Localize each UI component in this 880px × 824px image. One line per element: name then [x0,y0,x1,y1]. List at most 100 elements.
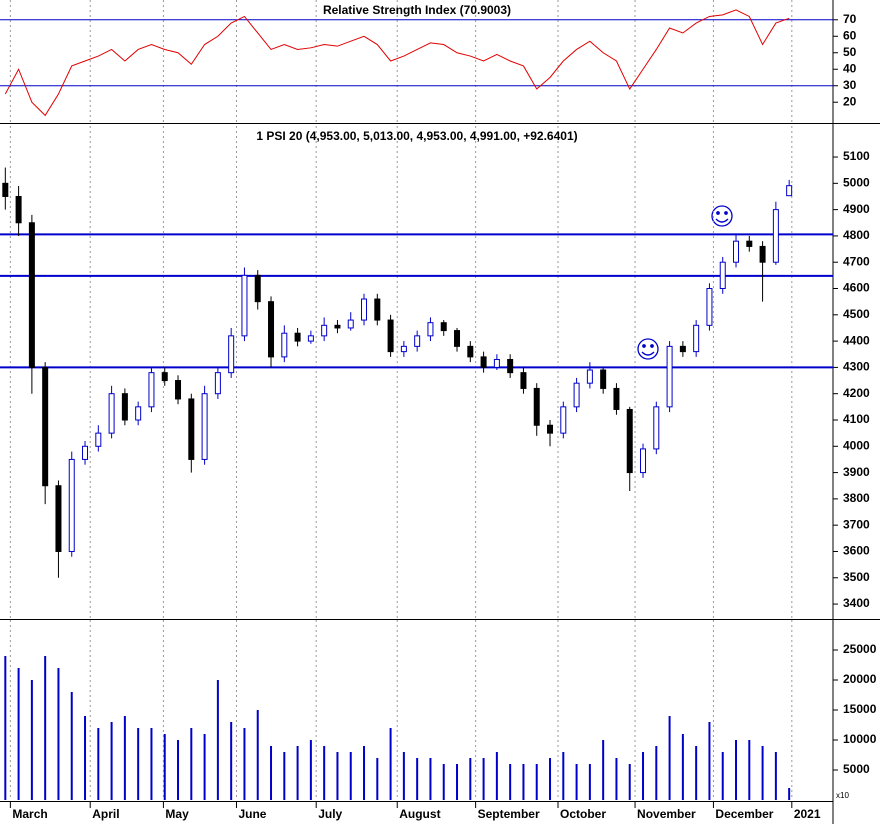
candle-body [68,458,75,552]
candle-body [2,182,9,197]
candle-body [387,319,394,353]
volume-bar [309,740,312,800]
candle-body [746,240,753,247]
candle-body [161,372,168,382]
volume-bar [562,752,565,800]
volume-bar [296,746,299,800]
panel-title: 1 PSI 20 (4,953.00, 5,013.00, 4,953.00, … [256,129,577,143]
volume-bar [708,722,711,800]
candle-body [719,261,726,290]
x-tick-label: October [560,807,606,821]
candle-body [241,274,248,337]
volume-bar [376,758,379,800]
volume-bar [336,752,339,800]
candle-body [281,332,288,358]
x-tick-label: December [715,807,773,821]
volume-bar [110,722,113,800]
candle-body [586,369,593,384]
volume-bar [695,746,698,800]
y-tick-label: 50 [843,45,857,59]
volume-bar [416,758,419,800]
y-tick-label: 10000 [843,732,877,746]
volume-bar [482,758,485,800]
y-tick-label: 70 [843,12,857,26]
candle-body [679,345,686,353]
candle-body [135,406,142,421]
candle-body [759,245,766,263]
candle-body [374,298,381,321]
volume-bar [575,764,578,800]
x-tick-label: May [165,807,189,821]
volume-bar [456,764,459,800]
volume-bar [442,764,445,800]
candle-body [175,380,182,400]
candle-body [334,324,341,329]
candle-body [613,387,620,410]
volume-bar [522,764,525,800]
y-tick-label: 3900 [843,465,870,479]
x-tick-label: November [637,807,696,821]
smiley-icon [711,205,733,227]
volume-bar [363,746,366,800]
y-tick-label: 15000 [843,702,877,716]
candle-body [666,345,673,408]
smiley-icon [637,338,659,360]
volume-bar [230,722,233,800]
candle-body [706,288,713,326]
candle-body [733,240,740,263]
x-tick-label: August [399,807,440,821]
volume-bar [283,752,286,800]
candle-body [400,345,407,353]
candle-body [55,485,62,552]
candle-body [82,445,89,460]
y-tick-label: 30 [843,78,857,92]
y-tick-label: 3600 [843,544,870,558]
candle-body [520,372,527,389]
candle-body [42,366,49,487]
volume-bar [588,764,591,800]
y-tick-label: 20 [843,94,857,108]
x-tick-label: April [92,807,119,821]
volume-bar [216,680,219,800]
candle-body [28,222,35,368]
y-tick-label: 60 [843,28,857,42]
volume-bar [389,728,392,800]
candle-body [427,322,434,337]
volume-bar [243,728,246,800]
y-tick-label: 4100 [843,412,870,426]
volume-bar [615,758,618,800]
volume-bar [190,728,193,800]
candle-body [148,372,155,408]
candle-body [653,406,660,450]
candle-body [254,274,261,303]
volume-bar [495,752,498,800]
volume-bar [761,746,764,800]
volume-bar [97,728,100,800]
candle-body [347,319,354,329]
y-tick-label: 4600 [843,281,870,295]
candle-body [640,448,647,474]
x-tick-label: September [478,807,540,821]
y-tick-label: 3500 [843,570,870,584]
volume-bar [655,746,658,800]
candle-body [772,209,779,263]
volume-bar [402,752,405,800]
candle-body [294,332,301,342]
volume-bar [17,668,20,800]
volume-bar [177,740,180,800]
candle-body [188,398,195,460]
volume-bar [429,758,432,800]
volume-bar [70,692,73,800]
y-tick-label: 3400 [843,596,870,610]
candle-body [108,393,115,434]
x-tick-label: March [12,807,47,821]
y-tick-label: 4900 [843,202,870,216]
volume-bar [721,752,724,800]
candle-body [493,359,500,368]
candle-body [480,356,487,368]
volume-bar [668,716,671,800]
volume-bar [256,710,259,800]
y-tick-label: 3800 [843,491,870,505]
candle-body [573,382,580,408]
